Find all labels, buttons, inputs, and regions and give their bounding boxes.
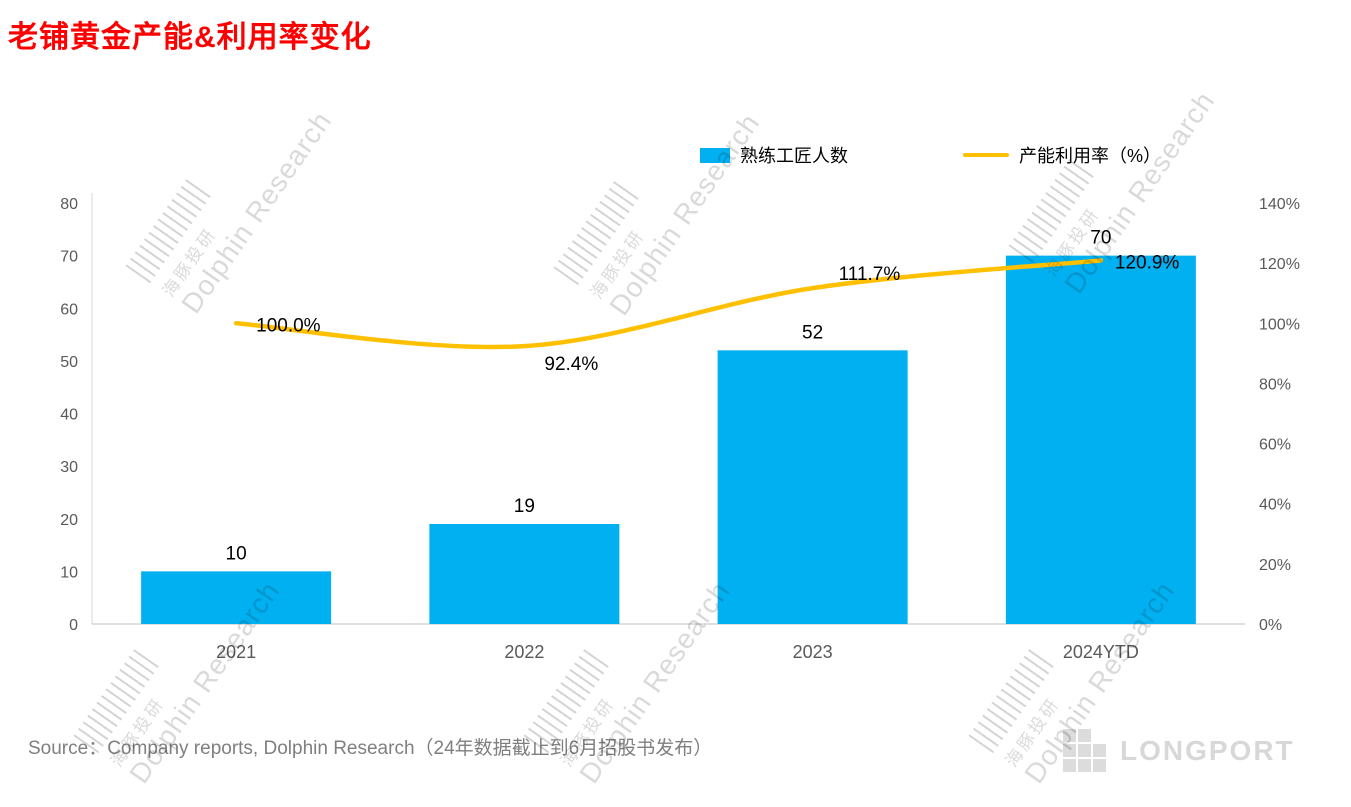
left-axis-tick: 20 [60,512,78,529]
left-axis-tick: 70 [60,249,78,266]
left-axis-tick: 0 [69,617,78,634]
longport-logo-text: LONGPORT [1120,734,1295,766]
legend-label-bars: 熟练工匠人数 [740,146,848,166]
legend-label-line: 产能利用率（%） [1019,146,1162,166]
right-axis-tick: 140% [1259,196,1300,213]
left-axis-tick: 10 [60,564,78,581]
line-value-label: 120.9% [1115,252,1180,273]
x-category-label: 2021 [216,642,256,662]
line-swatch-icon [963,153,1009,157]
left-axis-tick: 30 [60,459,78,476]
page-title: 老铺黄金产能&利用率变化 [8,21,372,54]
bar-2023[interactable] [717,350,908,624]
right-axis-tick: 40% [1259,497,1291,514]
source-note: Source：Company reports, Dolphin Research… [28,738,713,759]
longport-logo: LONGPORT [1063,729,1295,772]
bar-value-label: 52 [802,322,823,343]
legend-item-line[interactable]: 产能利用率（%） [963,142,1161,168]
left-axis-tick: 50 [60,354,78,371]
right-axis-tick: 0% [1259,617,1282,634]
legend-item-bars[interactable]: 熟练工匠人数 [700,142,848,168]
longport-logo-icon [1063,729,1106,772]
line-value-label: 111.7% [839,264,901,285]
right-axis-tick: 120% [1259,256,1300,273]
bar-value-label: 70 [1090,228,1111,249]
bar-value-label: 19 [514,496,535,517]
bar-2021[interactable] [141,571,332,624]
bar-swatch-icon [700,147,730,163]
x-category-label: 2023 [793,642,833,662]
bar-2022[interactable] [429,524,620,624]
legend: 熟练工匠人数 产能利用率（%） [700,142,1161,168]
left-axis-tick: 80 [60,196,78,213]
x-category-label: 2024YTD [1063,642,1139,662]
right-axis-tick: 60% [1259,437,1291,454]
right-axis-tick: 80% [1259,376,1291,393]
left-axis-tick: 40 [60,407,78,424]
bar-value-label: 10 [226,543,247,564]
left-axis-tick: 60 [60,301,78,318]
utilization-line[interactable] [233,258,1104,350]
x-category-label: 2022 [504,642,544,662]
right-axis-tick: 20% [1259,557,1291,574]
line-value-label: 100.0% [256,315,321,336]
bar-2024YTD[interactable] [1005,255,1196,624]
right-axis-tick: 100% [1259,316,1300,333]
line-value-label: 92.4% [544,354,598,375]
